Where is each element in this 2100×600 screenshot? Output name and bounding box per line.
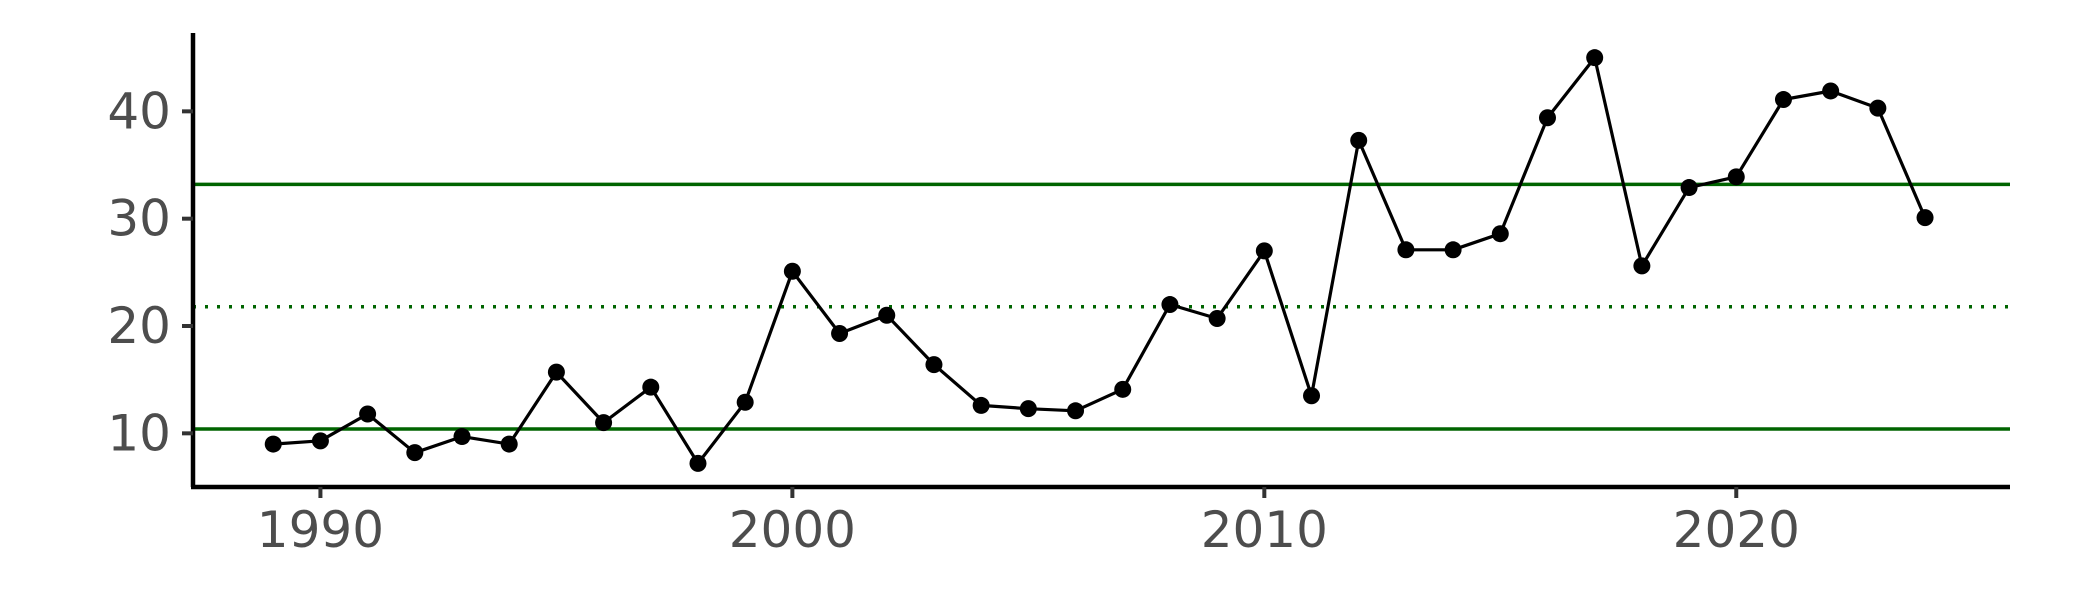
y-tick-label: 10 [107, 404, 171, 462]
data-point-2006 [1067, 402, 1085, 420]
data-point-2010 [1255, 242, 1273, 260]
data-point-2024 [1916, 209, 1934, 227]
data-point-2012 [1350, 131, 1368, 149]
x-tick-label: 2010 [1201, 501, 1328, 559]
data-point-2015 [1491, 225, 1509, 243]
data-point-2007 [1114, 380, 1132, 398]
y-axis-ticks: 10 20 30 40 [107, 82, 193, 462]
data-point-1997 [642, 378, 660, 396]
data-point-2016 [1538, 109, 1556, 127]
data-point-1996 [595, 414, 613, 432]
data-point-2003 [925, 356, 943, 374]
series-line [273, 56, 1927, 465]
data-point-1992 [406, 444, 424, 462]
data-point-2017 [1586, 49, 1604, 67]
x-tick-label: 2000 [729, 501, 856, 559]
x-tick-label: 1990 [257, 501, 384, 559]
data-point-1999 [736, 393, 754, 411]
data-point-1998 [689, 454, 707, 472]
data-point-1994 [500, 435, 518, 453]
data-point-2004 [972, 396, 990, 414]
data-point-2021 [1774, 91, 1792, 109]
y-tick-label: 40 [107, 82, 171, 140]
data-point-2000 [783, 262, 801, 280]
y-tick-label: 30 [107, 190, 171, 248]
data-point-2019 [1680, 179, 1698, 197]
data-point-1989 [264, 435, 282, 453]
data-point-2020 [1727, 168, 1745, 186]
data-point-2011 [1303, 387, 1321, 405]
data-point-2013 [1397, 241, 1415, 259]
data-point-2014 [1444, 241, 1462, 259]
reference-lines [193, 182, 2010, 431]
y-tick-label: 20 [107, 297, 171, 355]
data-point-2001 [831, 325, 849, 343]
x-axis-ticks: 1990 2000 2010 2020 [257, 487, 1800, 559]
data-point-2022 [1822, 82, 1840, 100]
data-point-1990 [311, 432, 329, 450]
data-point-2023 [1869, 99, 1887, 117]
data-point-2009 [1208, 309, 1226, 327]
x-tick-label: 2020 [1673, 501, 1800, 559]
data-point-2018 [1633, 257, 1651, 275]
data-point-2002 [878, 306, 896, 324]
data-point-1991 [359, 405, 377, 423]
series-layer [264, 49, 1934, 472]
data-point-2008 [1161, 296, 1179, 314]
data-point-2005 [1019, 400, 1037, 418]
data-point-1995 [547, 363, 565, 381]
data-point-1993 [453, 428, 471, 446]
